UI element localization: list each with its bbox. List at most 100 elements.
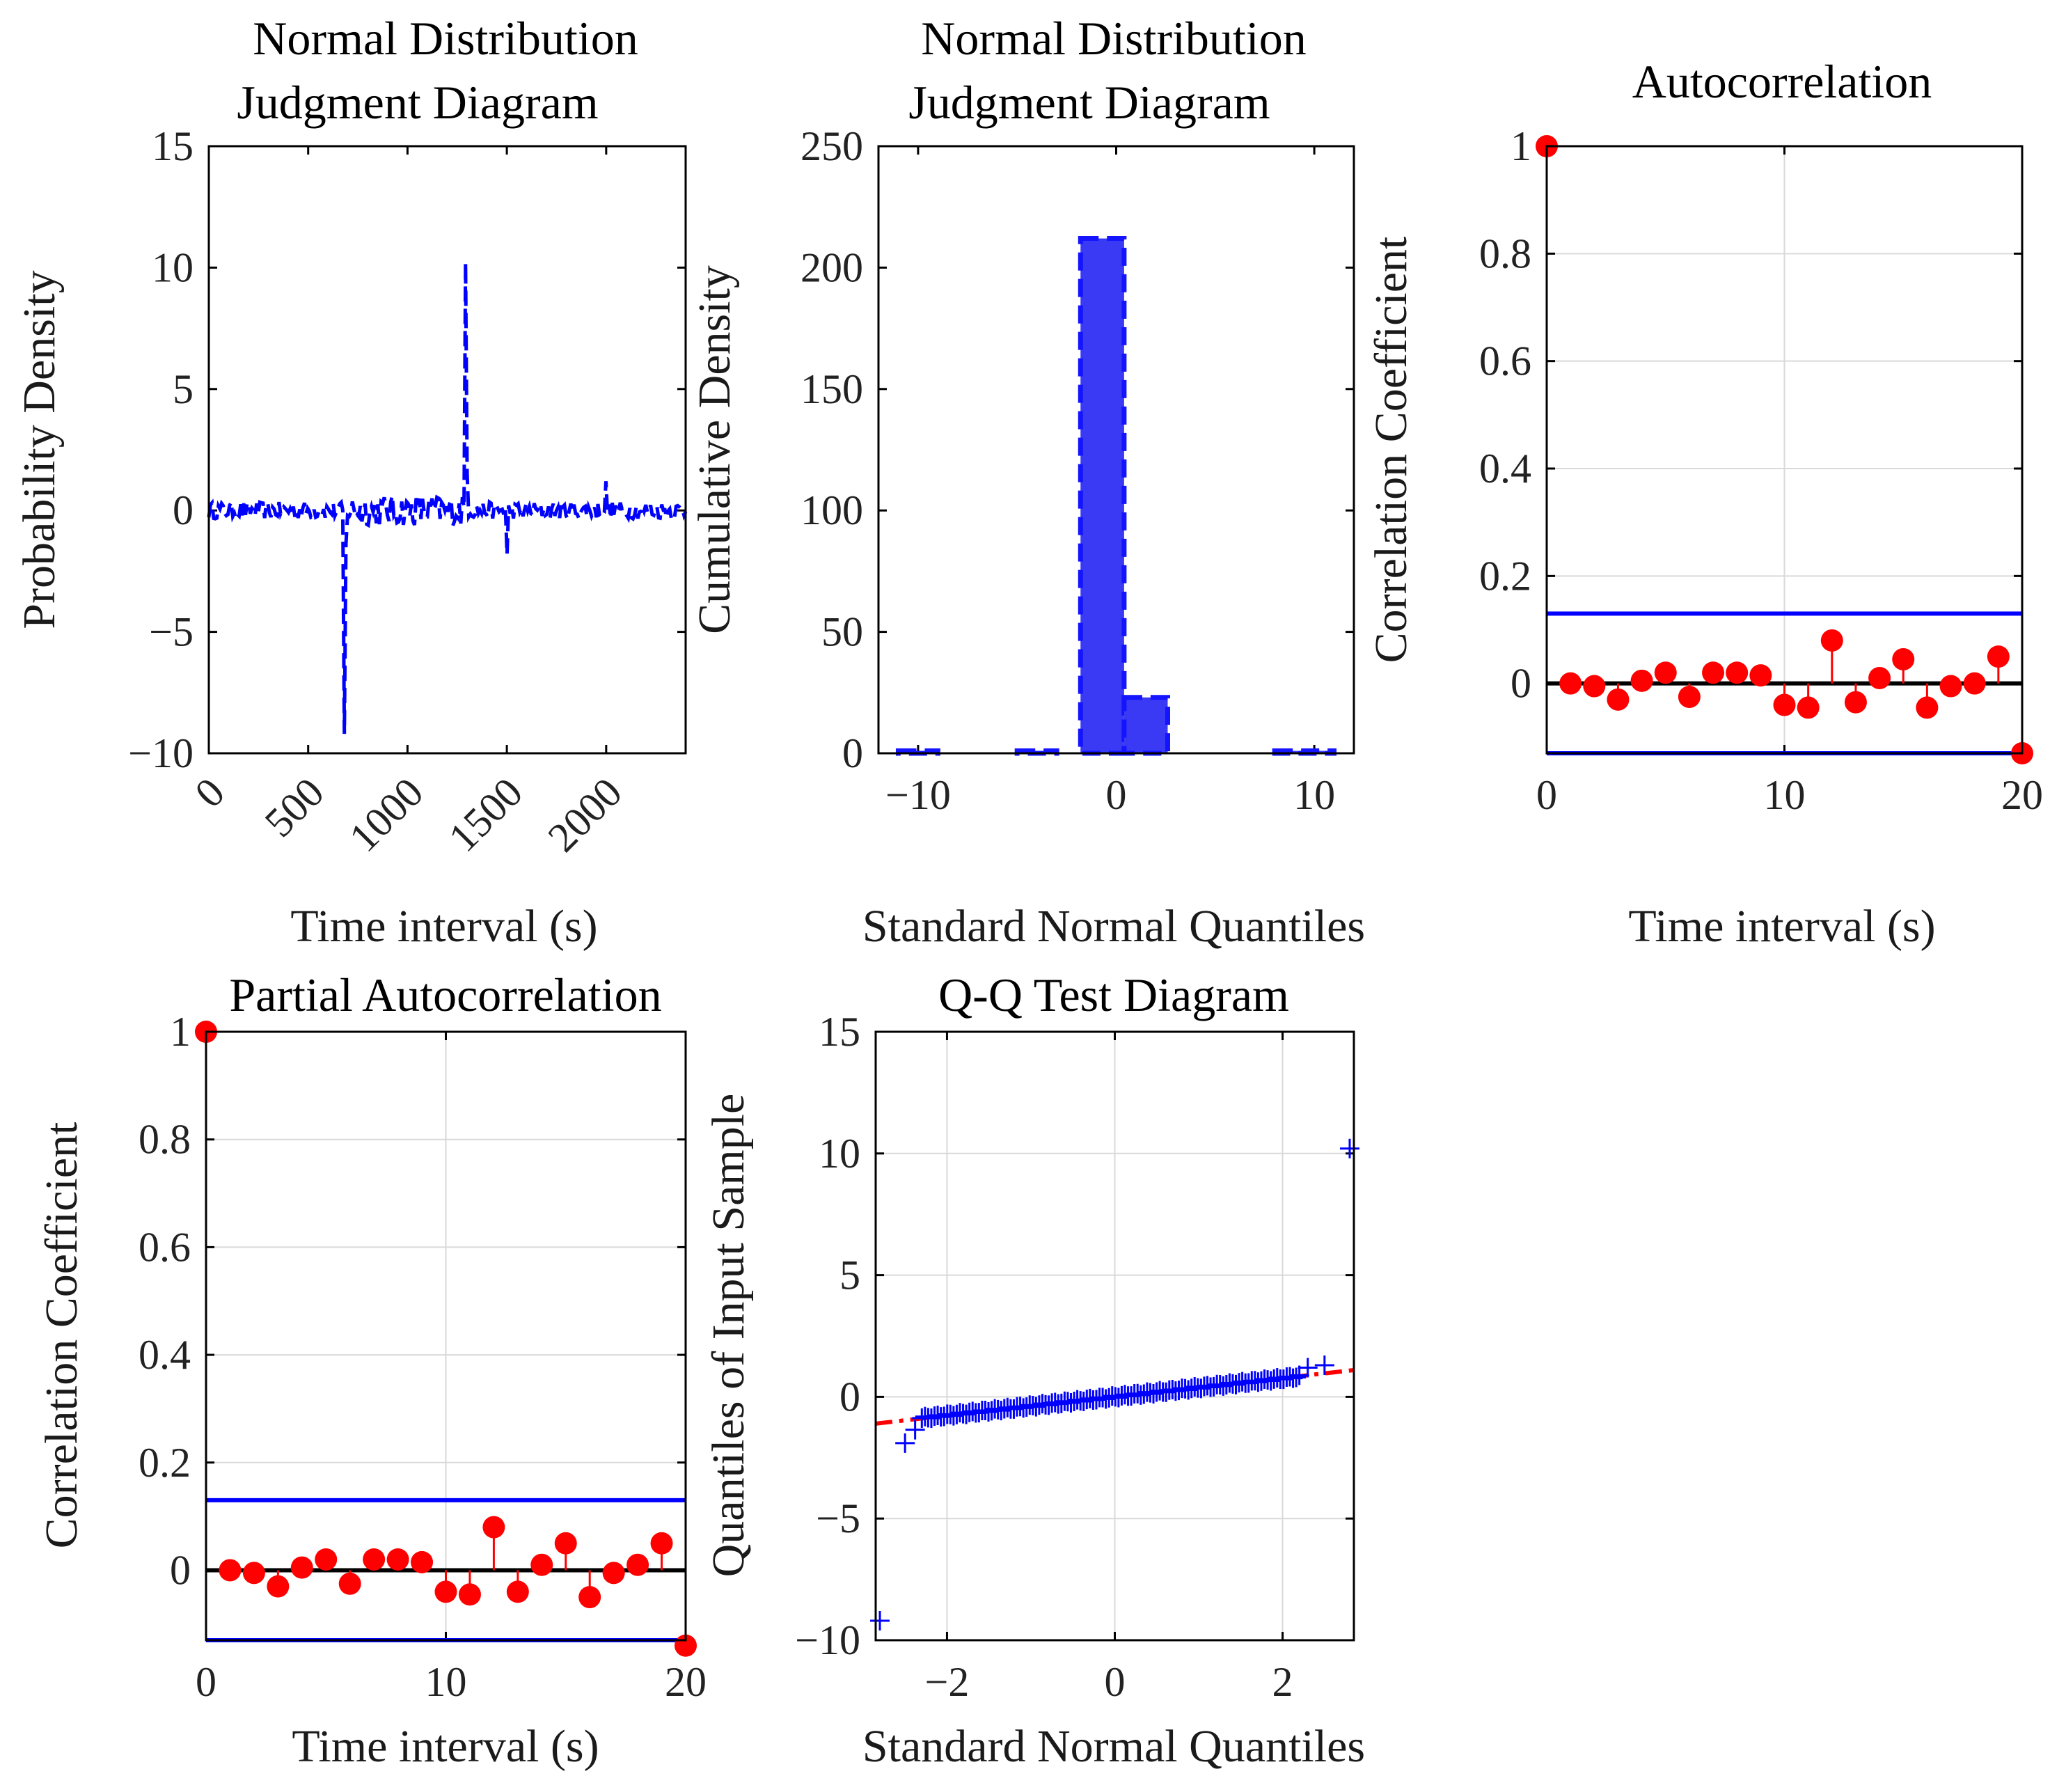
p1-ytick-label: 10 <box>152 244 194 290</box>
p4-stem-marker <box>411 1550 434 1573</box>
p4-ytick-label: 0.8 <box>139 1117 191 1163</box>
p2-ytick-label: 250 <box>801 123 863 169</box>
p1-xtick-label: 1500 <box>440 769 532 861</box>
p2-histogram-bar <box>1078 236 1127 756</box>
p3-stem-marker <box>1583 675 1606 698</box>
p3-xtick-label: 0 <box>1536 772 1557 818</box>
p5-sample-point <box>1298 1358 1318 1378</box>
plot2-title-line2: Judgment Diagram <box>908 76 1270 129</box>
p3-stem-marker <box>1820 629 1843 652</box>
p3-stem-marker <box>1844 691 1867 714</box>
p4-stem-marker <box>290 1556 313 1579</box>
p3-stem-marker <box>1987 645 2010 668</box>
cumulative-density-histogram: Normal Distribution Judgment Diagram 0 50… <box>689 12 1365 952</box>
p5-ytick-label: 10 <box>819 1131 860 1177</box>
p4-stem-marker <box>242 1562 265 1585</box>
p1-ytick-label: −10 <box>128 730 194 776</box>
p3-stem-marker <box>1678 685 1701 708</box>
autocorrelation-stem-plot: Autocorrelation 00.20.40.60.810 10 20Time … <box>1366 55 2043 952</box>
p3-stem-marker <box>1892 647 1915 670</box>
p4-ytick-label: 1 <box>170 1009 191 1055</box>
p2-x-axis-label: Standard Normal Quantiles <box>862 901 1365 952</box>
p3-ytick-label: 0.6 <box>1479 338 1531 384</box>
p3-axes-frame <box>1545 145 2024 755</box>
p2-y-axis-label: Cumulative Density <box>689 265 740 634</box>
p1-xtick-label: 500 <box>256 769 333 846</box>
p5-y-axis-label: Quantiles of Input Sample <box>703 1094 754 1578</box>
p4-xtick-label: 10 <box>425 1659 467 1705</box>
p5-sample-point <box>1289 1365 1309 1385</box>
p3-ytick-label: 1 <box>1511 123 1531 169</box>
p5-sample-point <box>895 1433 915 1453</box>
p1-xtick-label: 1000 <box>340 769 432 861</box>
p5-sample-point <box>1286 1367 1307 1388</box>
p4-xtick-label: 0 <box>196 1659 216 1705</box>
p5-axes-frame <box>874 1030 1355 1642</box>
plot2-title-line1: Normal Distribution <box>921 12 1306 65</box>
p4-stem-marker <box>482 1516 505 1539</box>
p4-stem-marker <box>602 1562 625 1585</box>
p3-stem-marker <box>1702 661 1725 684</box>
p4-stem-marker <box>267 1575 290 1598</box>
plot4-title: Partial Autocorrelation <box>229 968 661 1021</box>
p4-ytick-label: 0.2 <box>139 1440 191 1486</box>
p5-sample-point <box>870 1611 890 1631</box>
p3-stem-marker <box>1773 693 1796 716</box>
p3-ytick-label: 0 <box>1511 661 1531 707</box>
p1-ytick-label: 5 <box>173 366 194 412</box>
p4-xtick-label: 20 <box>665 1659 707 1705</box>
p4-x-axis-label: Time interval (s) <box>292 1721 599 1772</box>
plot1-title-line1: Normal Distribution <box>253 12 638 65</box>
p1-xtick-label: 2000 <box>539 769 631 861</box>
p4-axes-frame <box>205 1030 687 1642</box>
p4-stem-marker <box>363 1548 386 1571</box>
p3-stem-marker <box>1630 669 1653 692</box>
p5-sample-point <box>1339 1138 1359 1158</box>
p5-xtick-label: 0 <box>1105 1659 1126 1705</box>
p1-axes-frame <box>207 145 687 755</box>
p4-stem-marker <box>650 1532 673 1555</box>
p2-ytick-label: 150 <box>801 366 863 412</box>
p1-y-axis-label: Probability Density <box>14 270 65 629</box>
probability-density-plot: Normal Distribution Judgment Diagram −10… <box>14 12 688 952</box>
p1-ytick-label: −5 <box>149 609 194 655</box>
p4-stem-marker <box>386 1548 409 1571</box>
p4-stem-marker <box>458 1583 481 1606</box>
p2-histogram-bar <box>1121 695 1170 756</box>
p5-ytick-label: −10 <box>795 1617 860 1663</box>
p4-stem-marker <box>434 1580 457 1603</box>
p3-x-axis-label: Time interval (s) <box>1628 901 1935 952</box>
p1-ytick-label: 15 <box>152 123 194 169</box>
p5-ytick-label: −5 <box>816 1495 860 1541</box>
p3-stem-marker <box>1749 664 1772 687</box>
p2-ytick-label: 200 <box>801 244 863 290</box>
p3-ytick-label: 0.8 <box>1479 230 1531 276</box>
p4-stem-marker <box>338 1572 361 1595</box>
p4-stem-marker <box>219 1559 242 1582</box>
p4-ytick-label: 0 <box>170 1547 191 1593</box>
p5-xtick-label: 2 <box>1272 1659 1293 1705</box>
p2-axes-frame <box>877 145 1355 755</box>
p3-y-axis-label: Correlation Coefficient <box>1366 237 1417 663</box>
p1-x-axis-label: Time interval (s) <box>290 901 597 952</box>
p4-ytick-label: 0.4 <box>139 1332 191 1378</box>
plot3-title: Autocorrelation <box>1632 55 1932 108</box>
partial-autocorrelation-stem-plot: Partial Autocorrelation 00.20.40.60.810 1… <box>36 968 707 1772</box>
p3-xtick-label: 20 <box>2001 772 2043 818</box>
p4-stem-marker <box>506 1580 529 1603</box>
qq-test-plot: Q-Q Test Diagram −10 −5 0 5 10 15 −2 0 2 Standard… <box>703 968 1365 1772</box>
p4-stem-marker <box>554 1532 577 1555</box>
p5-ytick-label: 5 <box>839 1252 860 1298</box>
p2-ytick-label: 0 <box>842 730 863 776</box>
p4-stem-marker <box>578 1586 601 1609</box>
p4-stem-marker <box>315 1548 338 1571</box>
p3-xtick-label: 10 <box>1764 772 1806 818</box>
p3-ytick-label: 0.4 <box>1479 446 1531 492</box>
p5-ytick-label: 15 <box>819 1009 860 1055</box>
p3-stem-marker <box>1868 666 1891 689</box>
plot5-title: Q-Q Test Diagram <box>938 968 1289 1021</box>
p2-ytick-label: 50 <box>821 609 863 655</box>
p5-ytick-label: 0 <box>839 1374 860 1420</box>
p4-stem-marker <box>626 1553 649 1576</box>
